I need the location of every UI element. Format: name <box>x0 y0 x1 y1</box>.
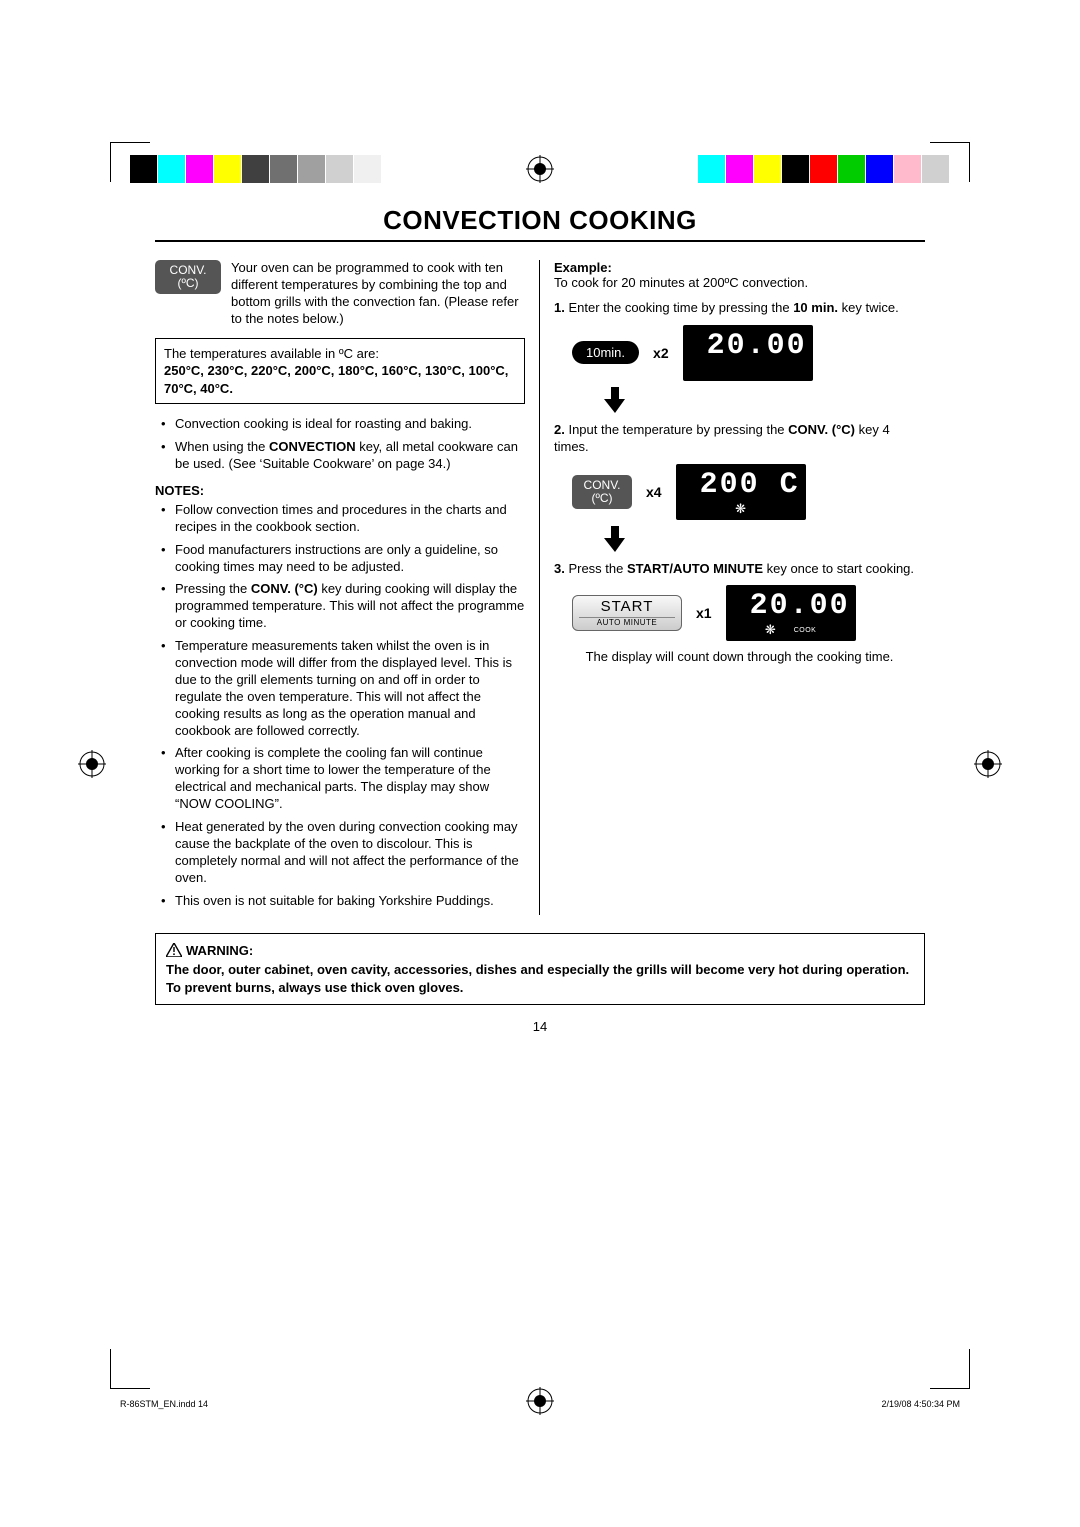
warning-icon <box>166 943 182 962</box>
right-column: Example: To cook for 20 minutes at 200ºC… <box>540 260 925 915</box>
crop-mark-br <box>930 1349 970 1389</box>
example-intro: To cook for 20 minutes at 200ºC convecti… <box>554 275 925 292</box>
warning-heading: WARNING: <box>186 943 253 958</box>
step1-count: x2 <box>653 345 669 361</box>
list-item: Heat generated by the oven during convec… <box>175 819 525 887</box>
display-step3: 20.00 ❋ COOK <box>726 585 856 641</box>
countdown-note: The display will count down through the … <box>554 649 925 666</box>
cook-label: COOK <box>794 627 817 634</box>
list-item: Convection cooking is ideal for roasting… <box>175 416 525 433</box>
footer-left: R-86STM_EN.indd 14 <box>120 1399 208 1409</box>
step-3-visual: START AUTO MINUTE x1 20.00 ❋ COOK <box>572 585 925 641</box>
step3-count: x1 <box>696 605 712 621</box>
step-2-visual: CONV. (ºC) x4 200 C ❋ <box>572 464 925 520</box>
warning-body: The door, outer cabinet, oven cavity, ac… <box>166 961 914 996</box>
list-item: Follow convection times and procedures i… <box>175 502 525 536</box>
registration-mark-left <box>78 750 106 778</box>
temperature-box: The temperatures available in ºC are: 25… <box>155 338 525 405</box>
list-item: Pressing the CONV. (°C) key during cooki… <box>175 581 525 632</box>
page-title: CONVECTION COOKING <box>155 205 925 242</box>
step2-count: x4 <box>646 484 662 500</box>
registration-mark-top <box>526 155 554 183</box>
page-number: 14 <box>155 1019 925 1034</box>
list-item: This oven is not suitable for baking Yor… <box>175 893 525 910</box>
footer-right: 2/19/08 4:50:34 PM <box>881 1399 960 1409</box>
display-step2: 200 C ❋ <box>676 464 806 520</box>
tempbox-lead: The temperatures available in ºC are: <box>164 345 516 363</box>
conv-key-icon: CONV. (ºC) <box>155 260 221 294</box>
fan-icon: ❋ <box>735 501 746 517</box>
display-step1: 20.00 <box>683 325 813 381</box>
step-1-visual: 10min. x2 20.00 <box>572 325 925 381</box>
list-item: Temperature measurements taken whilst th… <box>175 638 525 739</box>
registration-mark-right <box>974 750 1002 778</box>
page-content: CONVECTION COOKING CONV. (ºC) Your oven … <box>155 205 925 1352</box>
fan-icon: ❋ <box>765 622 776 638</box>
notes-bullets: Follow convection times and procedures i… <box>155 502 525 910</box>
step-2-text: 2. Input the temperature by pressing the… <box>554 422 925 456</box>
colorbar-left <box>130 155 382 185</box>
tempbox-temps: 250°C, 230°C, 220°C, 200°C, 180°C, 160°C… <box>164 362 516 397</box>
notes-heading: NOTES: <box>155 483 525 498</box>
left-column: CONV. (ºC) Your oven can be programmed t… <box>155 260 540 915</box>
intro-bullets: Convection cooking is ideal for roasting… <box>155 416 525 473</box>
tenmin-button[interactable]: 10min. <box>572 341 639 364</box>
arrow-down-icon <box>604 387 925 416</box>
warning-box: WARNING: The door, outer cabinet, oven c… <box>155 933 925 1005</box>
step-3-text: 3. Press the START/AUTO MINUTE key once … <box>554 561 925 578</box>
crop-mark-bl <box>110 1349 150 1389</box>
list-item: When using the CONVECTION key, all metal… <box>175 439 525 473</box>
start-auto-minute-button[interactable]: START AUTO MINUTE <box>572 595 682 631</box>
intro-text: Your oven can be programmed to cook with… <box>231 260 525 328</box>
print-footer: R-86STM_EN.indd 14 2/19/08 4:50:34 PM <box>120 1399 960 1409</box>
conv-key-button[interactable]: CONV. (ºC) <box>572 475 632 509</box>
arrow-down-icon <box>604 526 925 555</box>
step-1-text: 1. Enter the cooking time by pressing th… <box>554 300 925 317</box>
example-heading: Example: <box>554 260 925 275</box>
list-item: After cooking is complete the cooling fa… <box>175 745 525 813</box>
colorbar-right <box>698 155 950 185</box>
list-item: Food manufacturers instructions are only… <box>175 542 525 576</box>
